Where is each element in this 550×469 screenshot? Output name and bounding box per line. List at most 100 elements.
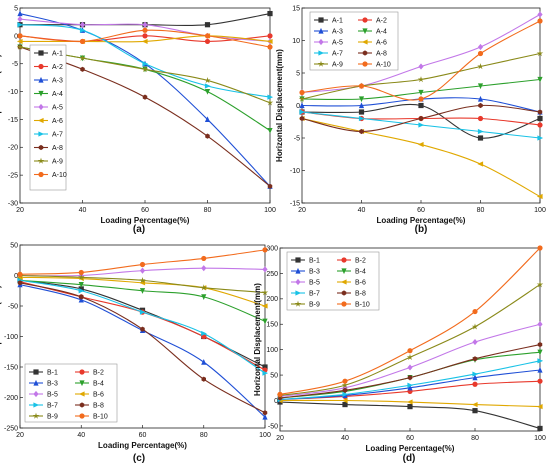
data-point <box>418 96 424 102</box>
legend-label: B-7 <box>309 291 320 298</box>
legend-label: A-6 <box>376 40 387 47</box>
legend-marker <box>361 39 368 45</box>
legend-marker <box>341 268 347 275</box>
data-point <box>471 401 478 408</box>
data-point <box>537 11 543 18</box>
legend-box <box>24 363 118 423</box>
legend-marker <box>78 391 85 397</box>
y-tick-label: 300 <box>266 245 278 252</box>
y-tick-label: 150 <box>266 322 278 329</box>
legend-label: A-9 <box>52 159 63 166</box>
data-point <box>79 38 86 45</box>
x-axis-title: Loading Percentage(%) <box>98 441 187 450</box>
y-tick-label: -50 <box>8 303 18 310</box>
x-tick-label: 20 <box>16 207 24 214</box>
legend-label: B-3 <box>47 381 58 388</box>
data-point <box>204 88 211 95</box>
legend-label: B-4 <box>355 269 366 276</box>
data-point <box>471 323 479 330</box>
legend-marker <box>341 301 347 307</box>
legend-marker <box>295 257 301 263</box>
data-point <box>204 77 211 84</box>
legend-marker <box>362 28 368 35</box>
y-tick-label: -5 <box>294 135 300 142</box>
x-tick-label: 100 <box>534 207 546 214</box>
legend-label: A-7 <box>332 51 343 58</box>
data-point <box>472 308 478 315</box>
data-point <box>139 309 146 315</box>
data-point <box>201 359 207 365</box>
legend-box <box>309 11 399 71</box>
y-tick-label: 15 <box>292 5 300 12</box>
data-point <box>299 115 305 122</box>
x-tick-label: 20 <box>276 435 284 442</box>
legend: A-1 A-2 A-3 A-4 A-5 A-6 A-7 A-8 A-9 A-10 <box>309 11 399 71</box>
data-point <box>139 276 146 284</box>
legend-marker <box>38 171 44 178</box>
data-point <box>140 326 145 332</box>
data-point <box>266 99 274 106</box>
x-tick-label: 80 <box>204 207 212 214</box>
legend-label: B-2 <box>93 370 104 377</box>
legend-marker <box>79 369 85 375</box>
data-point <box>261 289 269 296</box>
data-point <box>537 135 544 141</box>
data-point <box>205 133 210 139</box>
data-point <box>477 161 484 167</box>
x-tick-label: 40 <box>79 207 87 214</box>
legend-marker <box>340 279 347 285</box>
legend-label: A-10 <box>376 62 391 69</box>
data-point <box>472 338 478 346</box>
legend-marker <box>38 103 44 111</box>
data-point <box>262 413 268 420</box>
legend-marker <box>362 17 368 23</box>
series-B-10 <box>277 245 543 397</box>
data-point <box>358 102 365 109</box>
data-point <box>342 401 348 408</box>
data-point <box>407 375 413 381</box>
series-A-8 <box>299 102 543 135</box>
data-point <box>342 391 349 397</box>
data-point <box>17 271 23 277</box>
data-point <box>142 61 149 67</box>
y-tick-label: -10 <box>290 168 300 175</box>
x-tick-label: 100 <box>264 207 276 214</box>
data-point <box>537 76 543 83</box>
data-point <box>78 282 84 288</box>
legend-label: A-1 <box>52 51 63 58</box>
data-point <box>477 43 484 51</box>
y-tick-label: -100 <box>4 334 18 341</box>
data-point <box>17 10 23 17</box>
legend-label: B-7 <box>47 403 58 410</box>
data-point <box>142 27 148 33</box>
y-tick-label: -15 <box>8 117 18 124</box>
y-tick-label: 250 <box>266 271 278 278</box>
data-point <box>266 38 273 45</box>
data-point <box>418 63 424 70</box>
legend-marker <box>38 50 44 56</box>
legend-label: B-3 <box>309 269 320 276</box>
data-point <box>472 356 478 362</box>
legend-box <box>286 251 380 311</box>
legend: A-1 A-2 A-3 A-4 A-5 A-6 A-7 A-8 A-9 A-10 <box>29 44 67 191</box>
y-tick-label: 100 <box>266 347 278 354</box>
panel-a: 20 40 60 80 100 5 0 -5 -10 -15 -20 -25 -30 Loading Pe… <box>0 5 276 235</box>
legend-marker <box>79 402 85 408</box>
data-point <box>358 109 365 115</box>
data-point <box>418 89 424 96</box>
x-tick-label: 40 <box>358 207 366 214</box>
y-tick-label: -25 <box>8 173 18 180</box>
legend-marker <box>33 390 39 398</box>
data-point <box>17 280 23 286</box>
data-point <box>139 288 146 294</box>
panel-label: (a) <box>133 224 145 235</box>
legend-marker <box>33 369 39 375</box>
data-point <box>407 348 413 354</box>
legend-label: A-5 <box>332 40 343 47</box>
series-A-10 <box>17 27 273 50</box>
legend-marker <box>38 144 44 151</box>
legend-marker <box>362 50 368 56</box>
legend-marker <box>341 257 347 263</box>
y-tick-label: -200 <box>4 395 18 402</box>
legend-label: B-6 <box>355 280 366 287</box>
